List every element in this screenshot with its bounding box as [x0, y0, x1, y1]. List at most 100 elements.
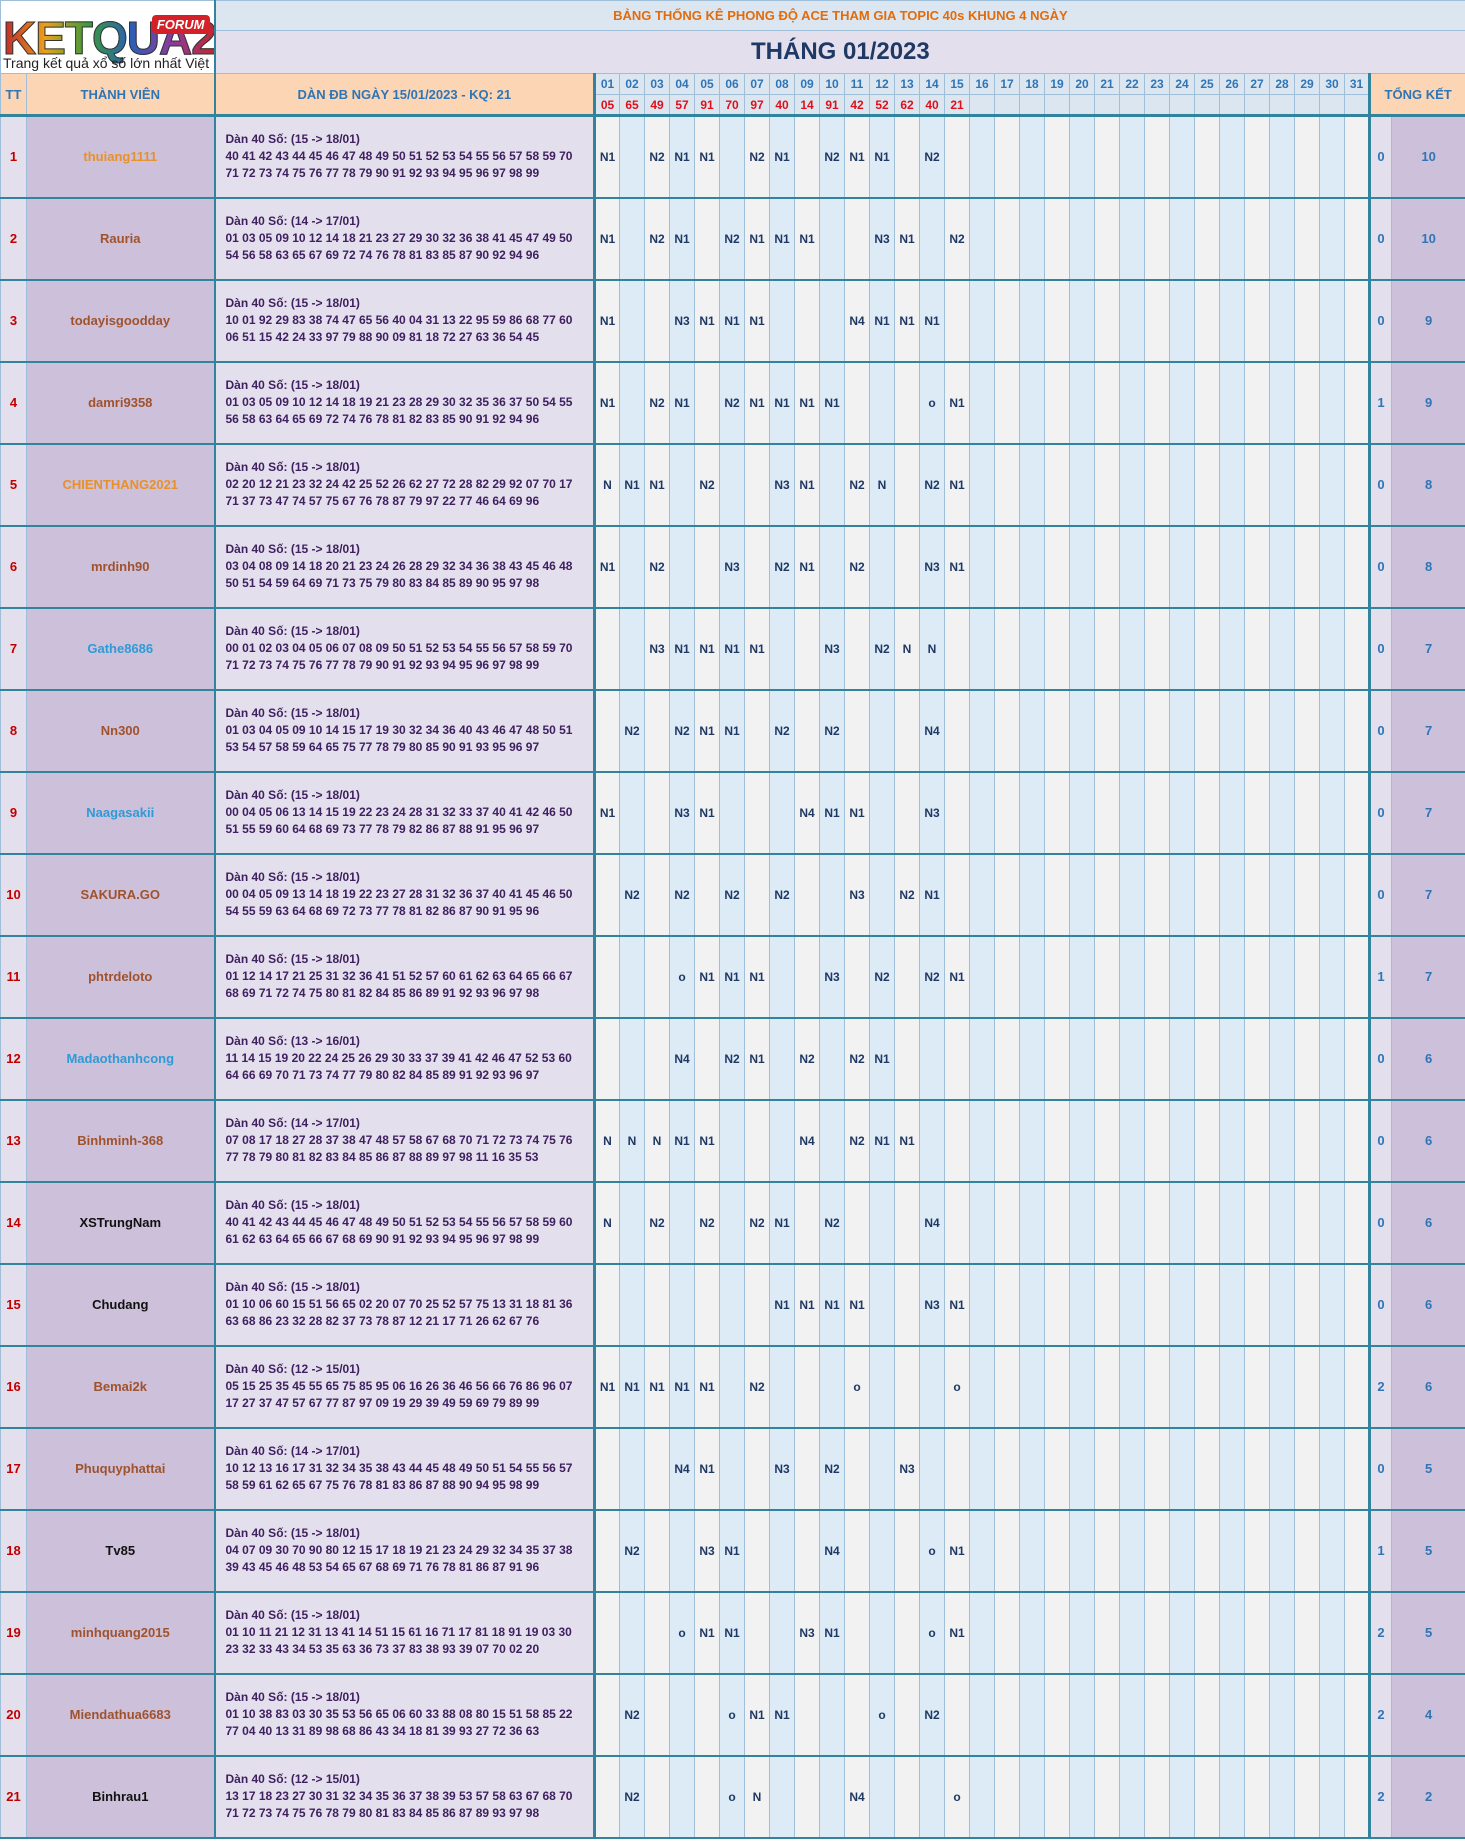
day-mark: N2	[644, 1181, 670, 1265]
day-mark	[894, 115, 920, 199]
day-mark	[644, 1591, 670, 1675]
day-mark	[694, 1017, 720, 1101]
day-mark: N3	[919, 1263, 945, 1347]
dan-line: 02 20 12 21 23 32 24 42 25 52 26 62 27 7…	[225, 477, 573, 491]
total-score: 7	[1390, 607, 1465, 691]
day-mark	[994, 1345, 1020, 1429]
day-mark	[1169, 525, 1195, 609]
day-mark	[1294, 771, 1320, 855]
row-number: 12	[0, 1017, 27, 1101]
day-mark: N1	[669, 197, 695, 281]
day-mark	[1119, 197, 1145, 281]
day-mark	[1119, 1755, 1145, 1839]
day-mark	[1119, 607, 1145, 691]
member-row: 20 Miendathua6683 Dàn 40 Số: (15 -> 18/01)…	[0, 1673, 1465, 1757]
day-mark: N2	[844, 1099, 870, 1183]
day-mark: N1	[719, 689, 745, 773]
row-number: 5	[0, 443, 27, 527]
day-mark	[1094, 1181, 1120, 1265]
day-mark	[1344, 279, 1370, 363]
day-mark: o	[719, 1755, 745, 1839]
day-mark: N	[594, 443, 620, 527]
day-mark: N1	[644, 443, 670, 527]
logo: KETQUA2 FORUM Trang kết quả xổ số lớn nh…	[0, 0, 216, 74]
day-mark	[1169, 1181, 1195, 1265]
day-mark: N2	[669, 853, 695, 937]
day-header: 18	[1019, 73, 1045, 95]
day-mark	[769, 1509, 795, 1593]
day-mark: N1	[819, 771, 845, 855]
member-name: Phuquyphattai	[26, 1427, 216, 1511]
dan-line: 61 62 63 64 65 66 67 68 69 90 91 92 93 9…	[225, 1232, 540, 1246]
day-mark	[1019, 853, 1045, 937]
day-mark	[1219, 1591, 1245, 1675]
dan-line: 58 59 61 62 65 67 75 76 78 81 83 86 87 8…	[225, 1478, 540, 1492]
day-mark: N3	[644, 607, 670, 691]
day-mark	[1244, 1755, 1270, 1839]
day-mark	[894, 1017, 920, 1101]
day-mark	[969, 197, 995, 281]
day-mark: N3	[794, 1591, 820, 1675]
day-mark	[819, 1345, 845, 1429]
day-result	[1219, 94, 1245, 117]
day-mark: N2	[694, 443, 720, 527]
total-score: 4	[1390, 1673, 1465, 1757]
day-mark: o	[844, 1345, 870, 1429]
day-mark	[619, 1427, 645, 1511]
day-mark: N1	[594, 1345, 620, 1429]
day-mark: N2	[769, 853, 795, 937]
member-row: 3 todayisgoodday Dàn 40 Số: (15 -> 18/01) 1…	[0, 279, 1465, 363]
day-mark	[1294, 1099, 1320, 1183]
member-row: 14 XSTrungNam Dàn 40 Số: (15 -> 18/01) 40 4…	[0, 1181, 1465, 1265]
day-mark	[1269, 853, 1295, 937]
day-mark	[894, 1509, 920, 1593]
day-mark	[1119, 1673, 1145, 1757]
day-mark	[1094, 607, 1120, 691]
day-mark	[869, 525, 895, 609]
day-header: 13	[894, 73, 920, 95]
dan-header: DÀN ĐB NGÀY 15/01/2023 - KQ: 21	[214, 73, 596, 117]
day-mark	[1119, 1591, 1145, 1675]
day-header: 07	[744, 73, 770, 95]
dan-line: 40 41 42 43 44 45 46 47 48 49 50 51 52 5…	[225, 1215, 573, 1229]
day-mark	[1269, 443, 1295, 527]
dan-cell: Dàn 40 Số: (15 -> 18/01) 00 04 05 09 13 1…	[214, 853, 596, 937]
day-mark	[1319, 525, 1345, 609]
day-mark	[1044, 1263, 1070, 1347]
day-mark	[1019, 1263, 1045, 1347]
day-mark	[1019, 525, 1045, 609]
day-mark	[844, 689, 870, 773]
day-result: 57	[669, 94, 695, 117]
day-mark	[1169, 1591, 1195, 1675]
day-mark: N4	[669, 1427, 695, 1511]
day-mark	[619, 1591, 645, 1675]
day-mark	[994, 1509, 1020, 1593]
day-mark	[619, 197, 645, 281]
day-mark: N2	[844, 525, 870, 609]
day-header: 02	[619, 73, 645, 95]
day-mark	[1169, 1099, 1195, 1183]
dan-cell: Dàn 40 Số: (15 -> 18/01) 01 12 14 17 21 2…	[214, 935, 596, 1019]
day-mark	[894, 771, 920, 855]
member-row: 16 Bemai2k Dàn 40 Số: (12 -> 15/01) 05 15 2…	[0, 1345, 1465, 1429]
day-mark	[1169, 1755, 1195, 1839]
dan-line: 71 37 73 47 74 57 75 67 76 78 87 79 97 2…	[225, 494, 540, 508]
day-mark	[594, 1755, 620, 1839]
day-mark: N2	[819, 115, 845, 199]
row-number: 11	[0, 935, 27, 1019]
dan-cell: Dàn 40 Số: (15 -> 18/01) 04 07 09 30 70 9…	[214, 1509, 596, 1593]
day-header: 06	[719, 73, 745, 95]
day-mark	[1219, 1263, 1245, 1347]
member-name: Bemai2k	[26, 1345, 216, 1429]
day-mark: N2	[869, 607, 895, 691]
day-mark	[794, 689, 820, 773]
day-mark: N1	[719, 1509, 745, 1593]
day-mark: N1	[744, 1017, 770, 1101]
day-mark: N3	[919, 771, 945, 855]
day-mark	[1019, 279, 1045, 363]
day-mark: N2	[644, 197, 670, 281]
day-mark: N1	[869, 279, 895, 363]
total-score: 6	[1390, 1181, 1465, 1265]
day-mark	[1344, 853, 1370, 937]
day-mark	[719, 1345, 745, 1429]
